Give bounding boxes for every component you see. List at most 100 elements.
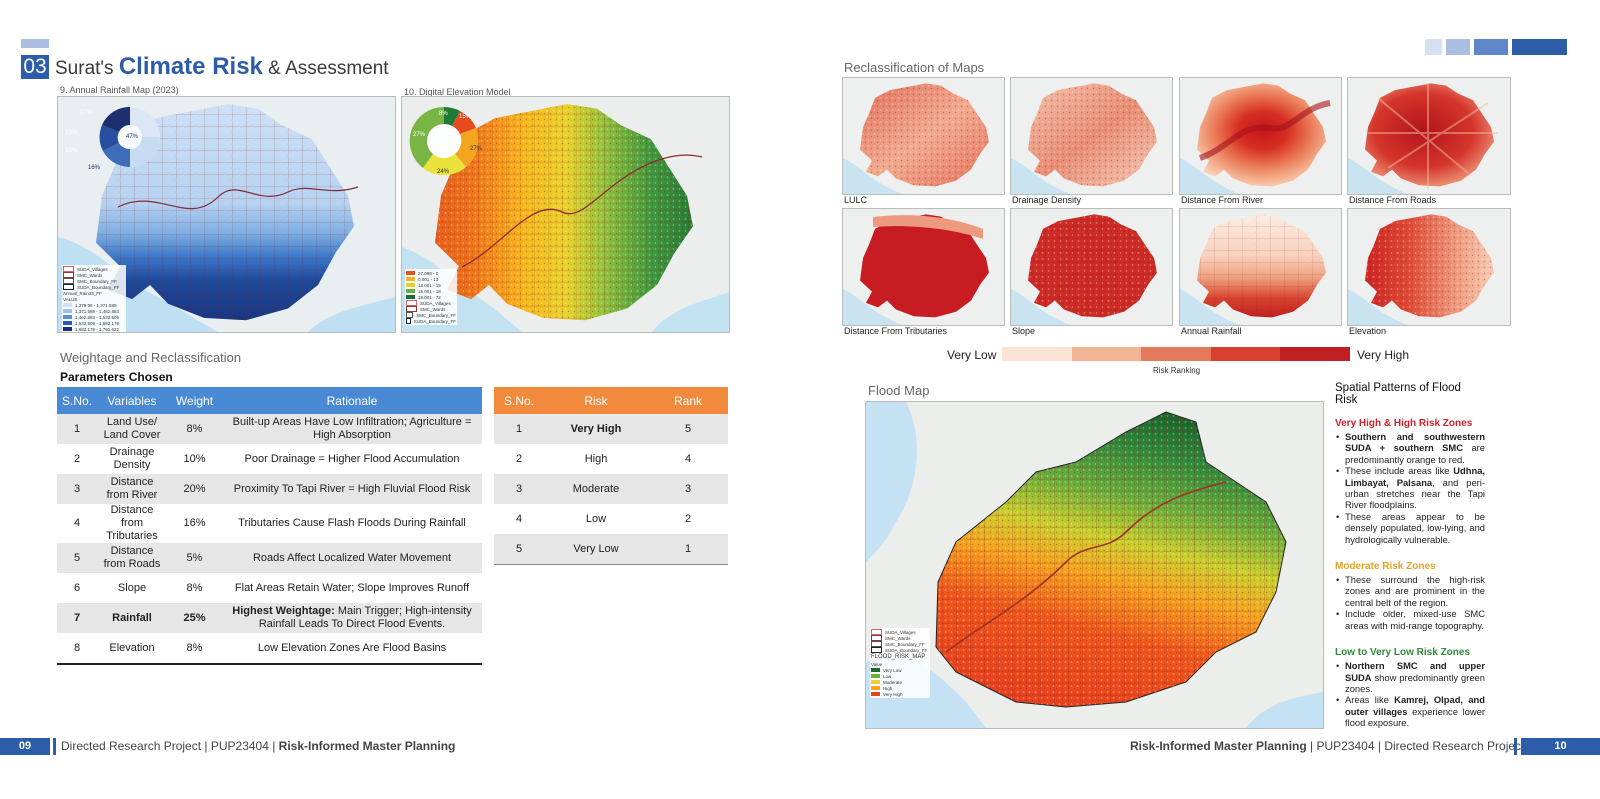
header-accent-bar xyxy=(21,39,49,48)
reclass-label-slope: Slope xyxy=(1012,326,1036,336)
dem-map: 8% 15% 27% 24% 27% 27.098 - 0 0.001 - 13… xyxy=(401,96,730,333)
page-number-right: 10 xyxy=(1521,738,1600,755)
risk-zone-section: Moderate Risk ZonesThese surround the hi… xyxy=(1335,561,1485,631)
risk-zone-heading: Very High & High Risk Zones xyxy=(1335,418,1473,429)
spatial-sections: Very High & High Risk Zones Southern and … xyxy=(1335,418,1485,729)
table-row: 5 Very Low 1 xyxy=(494,534,728,565)
table-row: 7 Rainfall 25% Highest Weightage: Main Trig… xyxy=(57,603,482,633)
reclass-label-river: Distance From River xyxy=(1181,195,1264,205)
reclass-map-river xyxy=(1179,77,1342,195)
page-number-left: 09 xyxy=(0,738,50,755)
reclass-map-elevation xyxy=(1347,208,1511,326)
reclass-map-lulc xyxy=(842,77,1005,195)
risk-zone-heading: Moderate Risk Zones xyxy=(1335,561,1436,573)
spatial-patterns-panel: Spatial Patterns of Flood Risk Very High… xyxy=(1335,382,1485,745)
header-rationale: Rationale xyxy=(222,387,482,414)
section-number-badge: 03 xyxy=(21,55,49,79)
weightage-table: S.No. Variables Weight Rationale 1 Land U… xyxy=(57,387,482,665)
list-item: These areas appear to be densely populat… xyxy=(1336,511,1485,545)
scale-high-label: Very High xyxy=(1357,348,1410,362)
reclass-label-rainfall: Annual Rainfall xyxy=(1181,326,1242,336)
header-tile xyxy=(1474,39,1508,55)
scale-segment xyxy=(1210,347,1281,361)
list-item: These include areas like Udhna, Limbayat… xyxy=(1336,465,1485,511)
rainfall-donut-label-2: 10% xyxy=(65,130,78,136)
footer-right-text: Risk-Informed Master Planning | PUP23404… xyxy=(1130,739,1525,753)
risk-ranking-scale xyxy=(1002,347,1350,361)
list-item: Northern SMC and upper SUDA show predomi… xyxy=(1336,660,1485,694)
table-row: 3 Moderate 3 xyxy=(494,474,728,504)
parameters-subheading: Parameters Chosen xyxy=(60,370,173,384)
reclass-label-drainage: Drainage Density xyxy=(1012,195,1082,205)
reclass-heading: Reclassification of Maps xyxy=(844,60,985,75)
header-sno: S.No. xyxy=(494,387,544,414)
table-row: 5 Distance from Roads 5% Roads Affect Local… xyxy=(57,543,482,573)
table-row: 4 Distance from Tributaries 16% Tributaries… xyxy=(73,504,466,542)
table-row: 3 Distance from River 20% Proximity To Tapi… xyxy=(57,474,482,504)
footer-left-text: Directed Research Project | PUP23404 | R… xyxy=(61,739,456,753)
scale-low-label: Very Low xyxy=(947,348,997,362)
risk-rank-table: S.No. Risk Rank 1 Very High 5 2 High 4 3 Mode… xyxy=(494,387,728,565)
rainfall-map-legend: SUDA_Villages SMC_Wards SMC_Boundary_FF … xyxy=(62,265,126,332)
list-item: Southern and southwestern SUDA + souther… xyxy=(1336,431,1485,465)
table-row: 6 Slope 8% Flat Areas Retain Water; Slope I… xyxy=(73,581,470,594)
dem-donut-label-4: 24% xyxy=(437,169,450,175)
risk-zone-list: Southern and southwestern SUDA + souther… xyxy=(1335,431,1485,545)
scale-segment xyxy=(1071,347,1142,361)
dem-map-legend: 27.098 - 0 0.001 - 13 13.001 - 15 15.001… xyxy=(405,269,457,325)
header-tile xyxy=(1425,39,1442,55)
reclass-map-drainage xyxy=(1010,77,1173,195)
rainfall-donut-label-5: 47% xyxy=(126,134,139,140)
dem-donut-label-2: 15% xyxy=(459,114,472,120)
header-rank: Rank xyxy=(648,387,728,414)
weightage-heading: Weightage and Reclassification xyxy=(60,350,242,365)
reclass-label-roads: Distance From Roads xyxy=(1349,195,1437,205)
header-tile xyxy=(1512,39,1567,55)
table-row: 1 Very High 5 xyxy=(494,414,728,444)
risk-zone-section: Low to Very Low Risk ZonesNorthern SMC a… xyxy=(1335,647,1485,728)
scale-segment xyxy=(1002,347,1072,361)
risk-zone-list: These surround the high-risk zones and a… xyxy=(1335,574,1485,631)
scale-segment xyxy=(1280,347,1350,361)
rainfall-donut-label-4: 16% xyxy=(88,165,101,171)
risk-zone-section: Very High & High Risk Zones Southern and … xyxy=(1335,418,1485,545)
rainfall-donut-label-1: 17% xyxy=(80,110,93,116)
reclass-label-elevation: Elevation xyxy=(1349,326,1387,336)
risk-zone-heading: Low to Very Low Risk Zones xyxy=(1335,647,1471,659)
list-item: These surround the high-risk zones and a… xyxy=(1336,574,1485,608)
table-row: 2 High 4 xyxy=(515,452,692,465)
table-row: 1 Land Use/ Land Cover 8% Built-up Areas Ha… xyxy=(57,414,482,444)
footer-right-divider xyxy=(1514,738,1517,755)
flood-map-legend: SUDA_Villages SMC_Wards SMC_Boundary_FF … xyxy=(870,628,930,698)
list-item: Include older, mixed-use SMC areas with … xyxy=(1336,608,1485,631)
spatial-patterns-title: Spatial Patterns of Flood Risk xyxy=(1335,382,1461,406)
list-item: Areas like Kamrej, Olpad, and outer vill… xyxy=(1336,694,1485,728)
flood-map: SUDA_Villages SMC_Wards SMC_Boundary_FF … xyxy=(865,401,1324,729)
dem-donut-label-3: 27% xyxy=(470,146,483,152)
scale-caption: Risk Ranking xyxy=(1153,366,1201,375)
dem-map-title: 10. Digital Elevation Model xyxy=(404,87,511,97)
rainfall-map-title: 9. Annual Rainfall Map (2023) xyxy=(60,85,179,95)
footer-left-divider xyxy=(53,738,56,755)
page-title: Surat's Climate Risk & Assessment xyxy=(55,53,389,80)
header-sno: S.No. xyxy=(57,387,97,414)
rainfall-map: 17% 10% 10% 16% 47% SUDA_Villages SMC_Wa… xyxy=(57,96,396,333)
risk-zone-list: Northern SMC and upper SUDA show predomi… xyxy=(1335,660,1485,728)
reclass-label-lulc: LULC xyxy=(844,195,868,205)
header-risk: Risk xyxy=(544,387,648,414)
dem-donut-label-5: 27% xyxy=(413,132,426,138)
header-tiles xyxy=(1425,39,1567,55)
reclass-map-roads xyxy=(1347,77,1511,195)
rainfall-donut-label-3: 10% xyxy=(65,148,78,154)
table-row: 4 Low 2 xyxy=(515,512,692,525)
flood-map-heading: Flood Map xyxy=(868,383,930,398)
table-row: 8 Elevation 8% Low Elevation Zones Are Floo… xyxy=(73,641,447,654)
header-weight: Weight xyxy=(167,387,222,414)
reclass-map-rainfall xyxy=(1179,208,1342,326)
scale-segment xyxy=(1141,347,1211,361)
header-tile xyxy=(1446,39,1470,55)
header-variables: Variables xyxy=(97,387,167,414)
dem-donut-label-1: 8% xyxy=(439,111,448,117)
reclass-map-tributaries xyxy=(842,208,1005,326)
reclass-label-tributaries: Distance From Tributaries xyxy=(844,326,948,336)
